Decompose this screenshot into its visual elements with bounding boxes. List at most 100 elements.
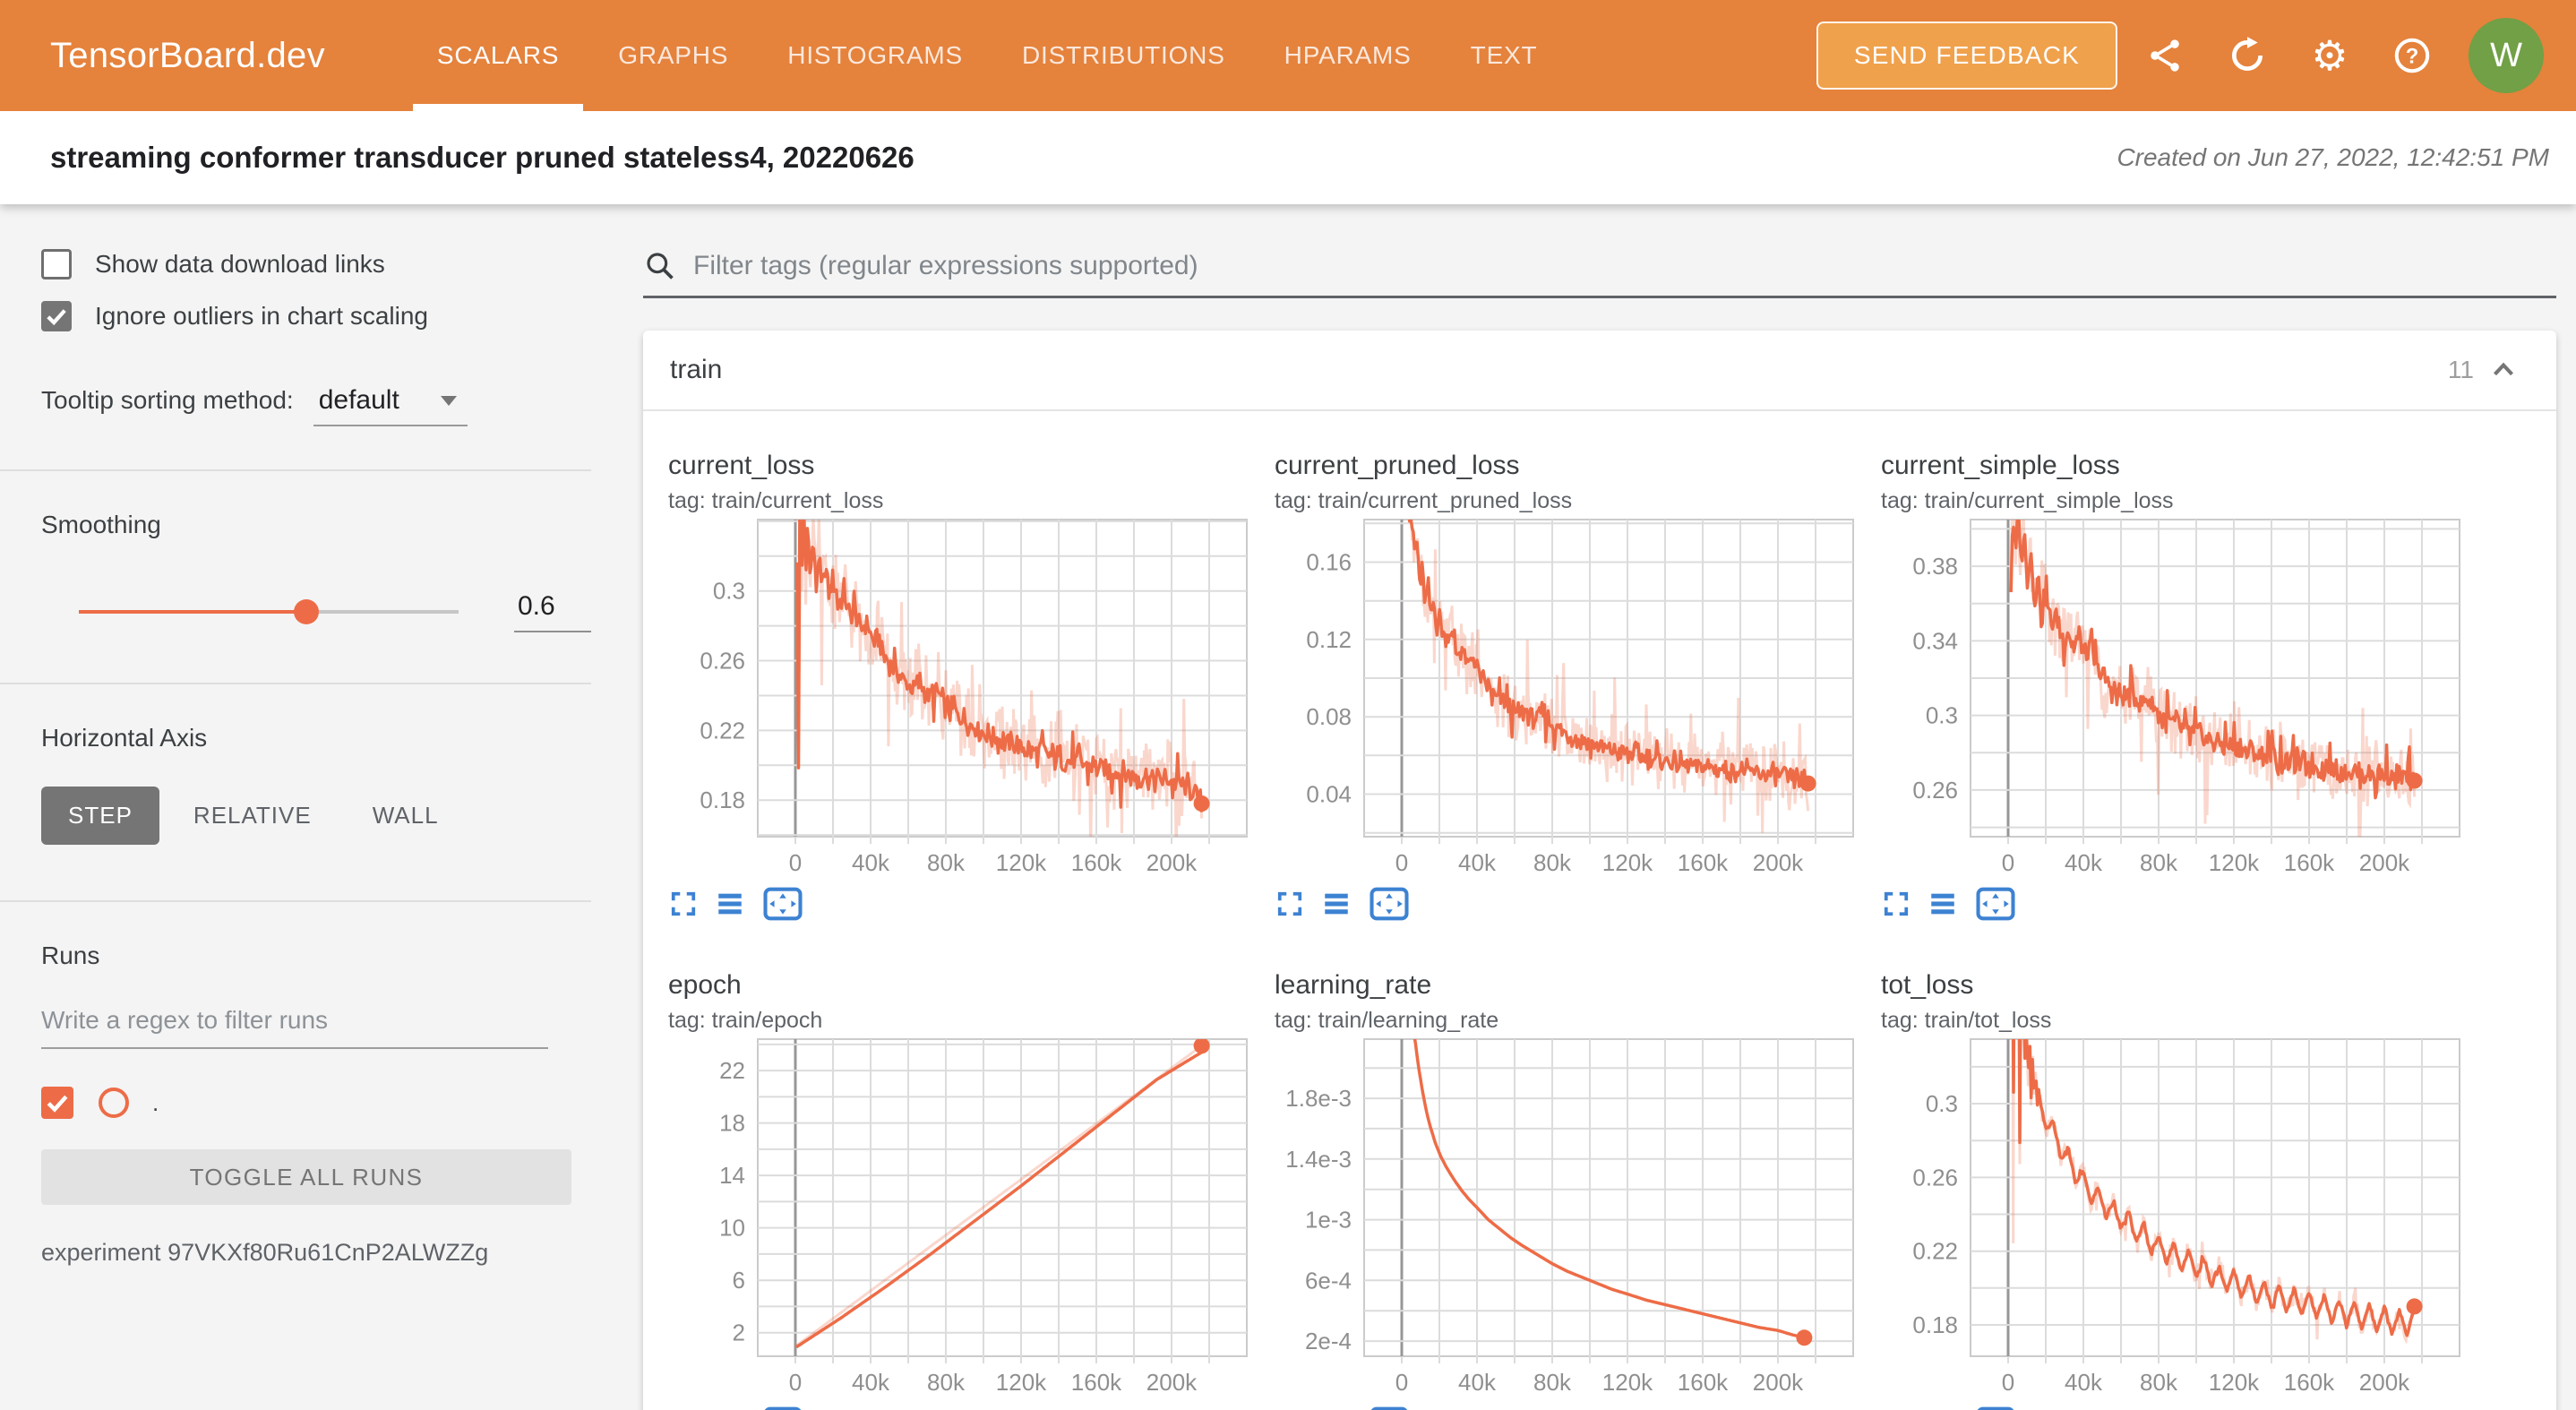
svg-text:200k: 200k xyxy=(1753,849,1804,874)
run-checkbox-icon[interactable] xyxy=(41,1087,73,1119)
svg-text:0: 0 xyxy=(789,1369,802,1394)
chart-tag: tag: train/tot_loss xyxy=(1881,1008,2052,1033)
fit-domain-icon[interactable] xyxy=(763,887,803,921)
checkbox-unchecked-icon xyxy=(41,249,72,279)
svg-text:1e-3: 1e-3 xyxy=(1305,1207,1352,1234)
fit-domain-icon[interactable] xyxy=(763,1406,803,1410)
app-header: TensorBoard.dev SCALARS GRAPHS HISTOGRAM… xyxy=(0,0,2576,111)
svg-text:120k: 120k xyxy=(996,1369,1047,1394)
toggle-y-axis-icon[interactable] xyxy=(1928,889,1958,919)
tab-hparams[interactable]: HPARAMS xyxy=(1284,41,1412,69)
smoothing-value-input[interactable] xyxy=(514,591,591,632)
ignore-outliers-checkbox[interactable]: Ignore outliers in chart scaling xyxy=(41,301,582,331)
main-nav: SCALARS GRAPHS HISTOGRAMS DISTRIBUTIONS … xyxy=(408,0,1567,111)
svg-text:80k: 80k xyxy=(2140,1369,2178,1394)
svg-text:18: 18 xyxy=(719,1110,745,1137)
axis-step-button[interactable]: STEP xyxy=(41,787,159,845)
runs-label: Runs xyxy=(41,941,100,969)
svg-text:80k: 80k xyxy=(927,849,966,874)
chart-card: learning_rate tag: train/learning_rate 2… xyxy=(1257,970,1863,1410)
train-group-header[interactable]: train 11 xyxy=(643,331,2556,411)
chart-plot-area[interactable]: 2 6 10 14 18 22 0 40k 80k 120k 160k 200k xyxy=(668,1036,1257,1398)
chart-plot-area[interactable]: 0.18 0.22 0.26 0.3 0 40k 80k 120k 160k 200k xyxy=(668,516,1257,879)
chart-tag: tag: train/epoch xyxy=(668,1008,823,1033)
axis-wall-button[interactable]: WALL xyxy=(346,787,466,845)
share-icon[interactable] xyxy=(2130,21,2200,90)
svg-text:40k: 40k xyxy=(2065,849,2103,874)
tooltip-sorting-select[interactable]: default xyxy=(313,383,468,426)
show-download-links-checkbox[interactable]: Show data download links xyxy=(41,249,582,279)
chart-plot-area[interactable]: 0.18 0.22 0.26 0.3 0 40k 80k 120k 160k 200k xyxy=(1881,1036,2469,1398)
toggle-y-axis-icon[interactable] xyxy=(715,889,745,919)
fit-domain-icon[interactable] xyxy=(1370,1406,1409,1410)
tab-text[interactable]: TEXT xyxy=(1470,41,1538,69)
runs-filter-input[interactable] xyxy=(41,1006,548,1049)
chart-plot-area[interactable]: 2e-4 6e-4 1e-3 1.4e-3 1.8e-3 0 40k 80k 120k 160k 2… xyxy=(1275,1036,1863,1398)
svg-text:0: 0 xyxy=(1395,1369,1408,1394)
svg-text:200k: 200k xyxy=(2359,1369,2410,1394)
tag-filter-bar xyxy=(643,249,2556,298)
tooltip-sorting-label: Tooltip sorting method: xyxy=(41,386,294,414)
svg-text:120k: 120k xyxy=(1602,849,1653,874)
expand-chart-icon[interactable] xyxy=(1276,890,1303,917)
svg-text:120k: 120k xyxy=(1602,1369,1653,1394)
slider-handle[interactable] xyxy=(294,599,320,624)
svg-text:160k: 160k xyxy=(1071,849,1122,874)
send-feedback-button[interactable]: SEND FEEDBACK xyxy=(1816,21,2117,90)
group-count-badge: 11 xyxy=(2447,356,2474,383)
svg-text:80k: 80k xyxy=(1533,849,1572,874)
chart-title: current_pruned_loss xyxy=(1275,451,1520,480)
tab-distributions[interactable]: DISTRIBUTIONS xyxy=(1022,41,1225,69)
svg-text:0: 0 xyxy=(1395,849,1408,874)
axis-relative-button[interactable]: RELATIVE xyxy=(167,787,339,845)
help-icon[interactable]: ? xyxy=(2377,21,2447,90)
fit-domain-icon[interactable] xyxy=(1976,1406,2015,1410)
run-color-swatch-icon[interactable] xyxy=(99,1088,129,1118)
svg-text:200k: 200k xyxy=(1146,1369,1198,1394)
fit-domain-icon[interactable] xyxy=(1976,887,2015,921)
settings-gear-icon[interactable]: ⚙ xyxy=(2311,32,2348,79)
chart-plot-area[interactable]: 0.04 0.08 0.12 0.16 0 40k 80k 120k 160k 200k xyxy=(1275,516,1863,879)
svg-text:0.04: 0.04 xyxy=(1306,781,1352,808)
refresh-icon[interactable] xyxy=(2212,21,2282,90)
experiment-title: streaming conformer transducer pruned st… xyxy=(50,141,914,174)
search-icon xyxy=(647,253,674,279)
chart-card: tot_loss tag: train/tot_loss 0.18 0.22 0.2… xyxy=(1863,970,2469,1410)
svg-text:200k: 200k xyxy=(2359,849,2410,874)
toggle-y-axis-icon[interactable] xyxy=(1321,889,1352,919)
created-timestamp: Created on Jun 27, 2022, 12:42:51 PM xyxy=(2117,143,2549,171)
train-group-card: train 11 current_loss tag: train/current… xyxy=(643,331,2556,1410)
smoothing-slider[interactable] xyxy=(79,599,459,624)
svg-text:200k: 200k xyxy=(1753,1369,1804,1394)
chart-toolbar xyxy=(1276,882,1863,925)
svg-text:1.4e-3: 1.4e-3 xyxy=(1285,1146,1352,1173)
chart-card: current_loss tag: train/current_loss 0.1… xyxy=(650,451,1257,925)
expand-chart-icon[interactable] xyxy=(670,890,697,917)
svg-text:0.22: 0.22 xyxy=(700,717,745,744)
toggle-all-runs-button[interactable]: TOGGLE ALL RUNS xyxy=(41,1149,571,1205)
chart-tag: tag: train/current_pruned_loss xyxy=(1275,488,1573,513)
svg-text:160k: 160k xyxy=(1678,849,1729,874)
tab-histograms[interactable]: HISTOGRAMS xyxy=(787,41,964,69)
tag-filter-input[interactable] xyxy=(693,251,2556,281)
svg-text:2e-4: 2e-4 xyxy=(1305,1328,1352,1354)
settings-sidebar: Show data download links Ignore outliers… xyxy=(0,204,591,1410)
divider xyxy=(0,469,591,471)
checkbox-checked-icon xyxy=(41,301,72,331)
svg-text:160k: 160k xyxy=(1678,1369,1729,1394)
header-actions: SEND FEEDBACK ⚙ ? W xyxy=(1816,0,2544,111)
tab-graphs[interactable]: GRAPHS xyxy=(618,41,729,69)
experiment-titlebar: streaming conformer transducer pruned st… xyxy=(0,111,2576,204)
svg-text:10: 10 xyxy=(719,1215,745,1242)
fit-domain-icon[interactable] xyxy=(1370,887,1409,921)
svg-text:40k: 40k xyxy=(2065,1369,2103,1394)
svg-text:160k: 160k xyxy=(2284,849,2335,874)
chart-toolbar xyxy=(670,882,1257,925)
chart-plot-area[interactable]: 0.26 0.3 0.34 0.38 0 40k 80k 120k 160k 200k xyxy=(1881,516,2469,879)
user-avatar[interactable]: W xyxy=(2469,18,2544,93)
tab-scalars[interactable]: SCALARS xyxy=(412,0,584,111)
svg-text:0.16: 0.16 xyxy=(1306,549,1352,576)
svg-text:80k: 80k xyxy=(2140,849,2178,874)
expand-chart-icon[interactable] xyxy=(1883,890,1910,917)
chevron-up-icon[interactable] xyxy=(2486,353,2520,387)
